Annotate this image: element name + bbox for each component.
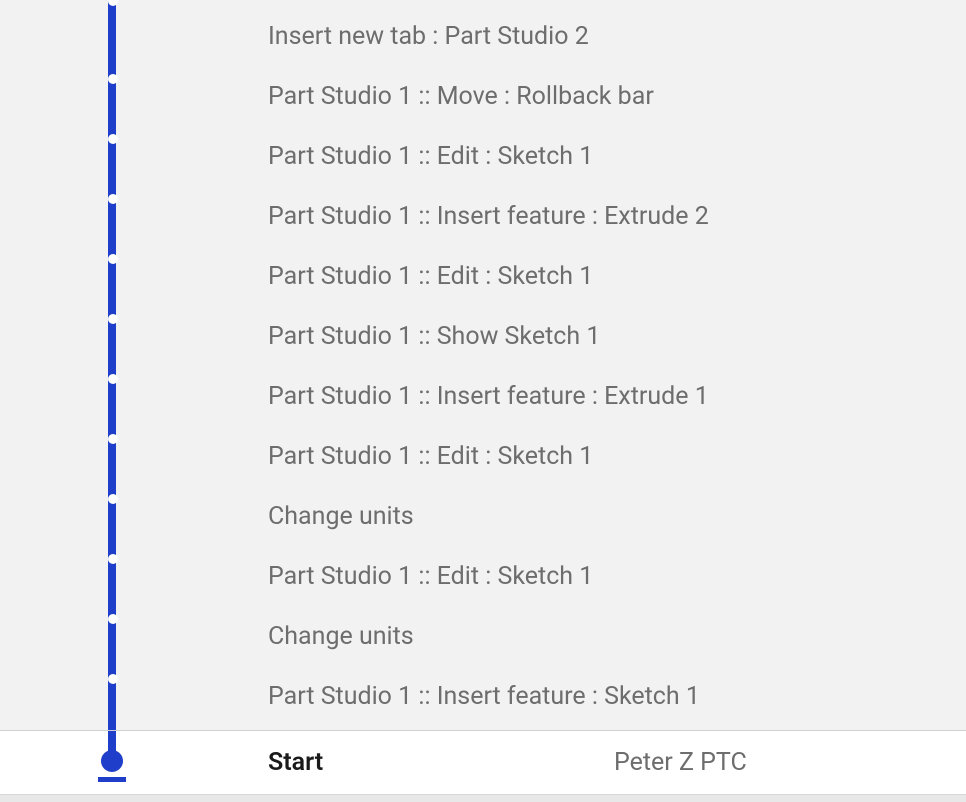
history-item[interactable]: Insert new tab : Part Studio 2	[0, 0, 966, 60]
history-label: Change units	[268, 502, 414, 531]
history-label: Part Studio 1 :: Insert feature : Sketch…	[268, 682, 700, 711]
timeline-dot-icon	[108, 674, 118, 684]
bottom-divider	[0, 794, 966, 802]
history-item[interactable]: Part Studio 1 :: Insert feature : Sketch…	[0, 660, 966, 720]
history-label: Part Studio 1 :: Edit : Sketch 1	[268, 562, 593, 591]
history-label: Part Studio 1 :: Edit : Sketch 1	[268, 442, 593, 471]
history-item[interactable]: Change units	[0, 600, 966, 660]
timeline-dot-icon	[108, 74, 118, 84]
history-label: Part Studio 1 :: Edit : Sketch 1	[268, 262, 593, 291]
history-item[interactable]: Part Studio 1 :: Edit : Sketch 1	[0, 120, 966, 180]
timeline-dot-icon	[108, 434, 118, 444]
timeline-dot-icon	[108, 194, 118, 204]
history-label: Part Studio 1 :: Insert feature : Extrud…	[268, 382, 709, 411]
history-start-row[interactable]: Start Peter Z PTC	[0, 730, 966, 794]
timeline-dot-icon	[108, 0, 118, 6]
timeline-dot-icon	[108, 134, 118, 144]
history-item[interactable]: Part Studio 1 :: Insert feature : Extrud…	[0, 360, 966, 420]
history-item[interactable]: Part Studio 1 :: Insert feature : Extrud…	[0, 180, 966, 240]
timeline-dot-icon	[108, 374, 118, 384]
history-label: Part Studio 1 :: Show Sketch 1	[268, 322, 600, 351]
history-label: Change units	[268, 622, 414, 651]
history-item[interactable]: Part Studio 1 :: Edit : Sketch 1	[0, 540, 966, 600]
timeline-dot-icon	[108, 554, 118, 564]
start-base-icon	[98, 777, 126, 782]
history-item[interactable]: Part Studio 1 :: Edit : Sketch 1	[0, 240, 966, 300]
timeline-dot-icon	[108, 494, 118, 504]
history-item[interactable]: Change units	[0, 480, 966, 540]
timeline-dot-icon	[108, 314, 118, 324]
start-marker-icon	[101, 750, 123, 772]
history-label: Insert new tab : Part Studio 2	[268, 22, 589, 51]
timeline-dot-icon	[108, 614, 118, 624]
history-label: Part Studio 1 :: Move : Rollback bar	[268, 82, 654, 111]
history-item[interactable]: Part Studio 1 :: Show Sketch 1	[0, 300, 966, 360]
timeline-dot-icon	[108, 254, 118, 264]
history-item[interactable]: Part Studio 1 :: Move : Rollback bar	[0, 60, 966, 120]
history-item[interactable]: Part Studio 1 :: Edit : Sketch 1	[0, 420, 966, 480]
start-user: Peter Z PTC	[614, 748, 747, 777]
start-label: Start	[268, 748, 323, 777]
history-label: Part Studio 1 :: Edit : Sketch 1	[268, 142, 593, 171]
history-timeline: Insert new tab : Part Studio 2 Part Stud…	[0, 0, 966, 802]
history-label: Part Studio 1 :: Insert feature : Extrud…	[268, 202, 709, 231]
